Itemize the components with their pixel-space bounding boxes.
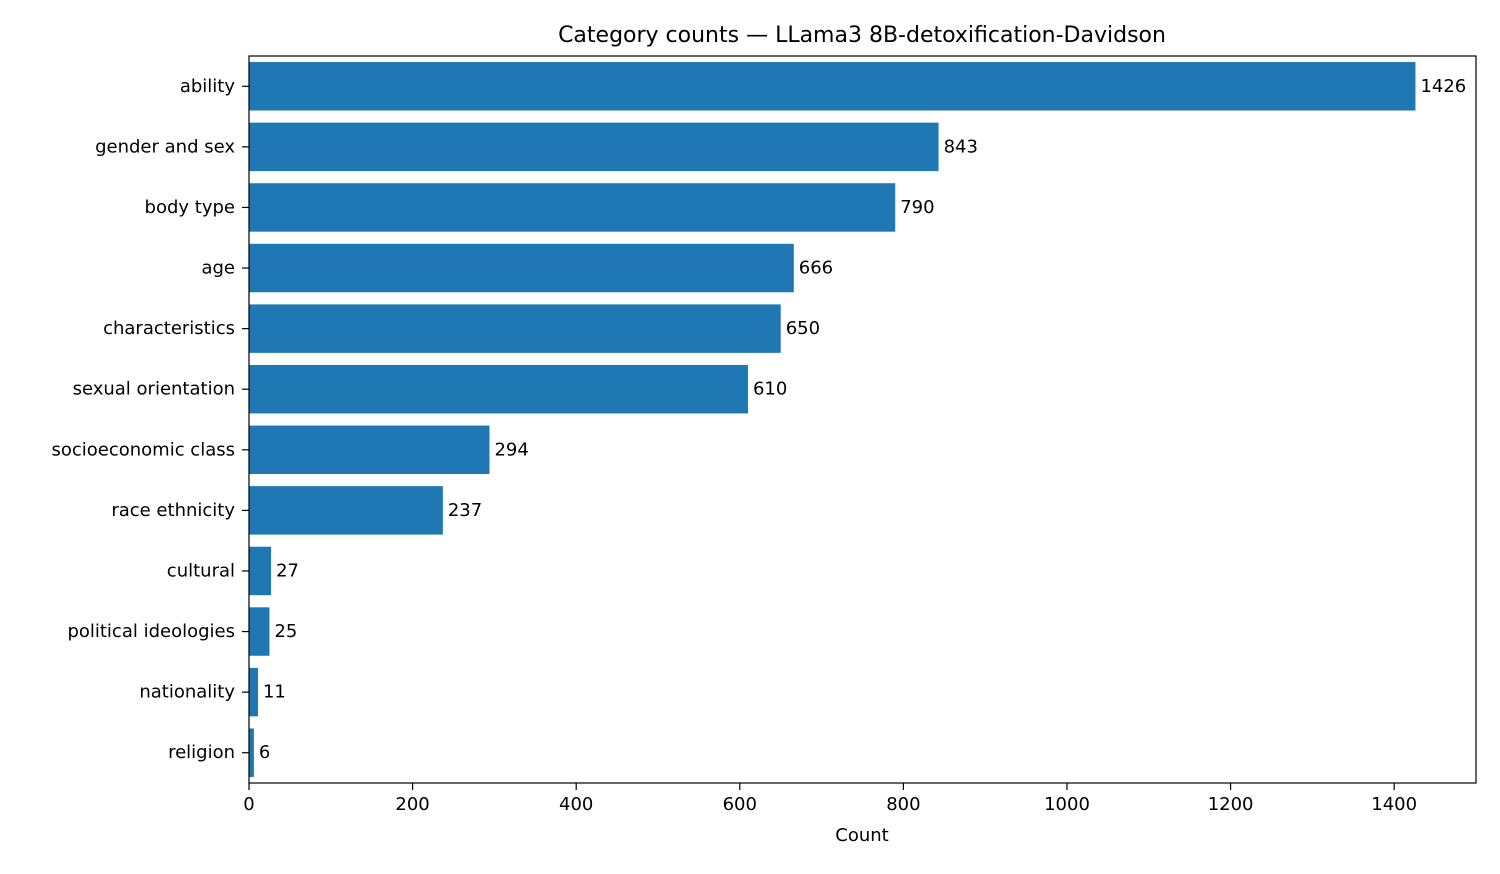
y-tick-label: body type <box>145 197 235 218</box>
y-tick-label: sexual orientation <box>73 379 235 400</box>
y-tick-label: race ethnicity <box>111 500 235 521</box>
x-tick-label: 400 <box>559 794 593 815</box>
x-tick-label: 800 <box>886 794 920 815</box>
y-tick-label: age <box>201 258 235 279</box>
bar-race-ethnicity <box>249 486 443 535</box>
bar-political-ideologies <box>249 607 270 656</box>
y-tick-label: gender and sex <box>95 136 235 157</box>
y-tick-label: religion <box>168 742 235 763</box>
x-tick-label: 600 <box>723 794 757 815</box>
bar-value-label: 790 <box>900 197 934 218</box>
bar-value-label: 6 <box>259 742 270 763</box>
bar-sexual-orientation <box>249 364 748 414</box>
bar-value-label: 294 <box>494 439 528 460</box>
bar-value-label: 237 <box>448 500 482 521</box>
chart-title: Category counts — LLama3 8B-detoxificati… <box>558 23 1166 48</box>
x-tick-label: 1400 <box>1371 794 1417 815</box>
bar-body-type <box>249 183 896 232</box>
x-tick-label: 1000 <box>1044 794 1090 815</box>
y-tick-label: ability <box>180 76 236 97</box>
bar-value-label: 25 <box>274 621 297 642</box>
bar-value-label: 11 <box>263 682 286 703</box>
y-tick-label: cultural <box>167 560 235 581</box>
bar-socioeconomic-class <box>249 425 490 475</box>
bar-value-label: 843 <box>944 136 978 157</box>
x-tick-label: 200 <box>395 794 429 815</box>
bar-cultural <box>249 546 272 596</box>
x-axis-label: Count <box>835 825 888 846</box>
bar-gender-and-sex <box>249 122 939 172</box>
y-tick-label: socioeconomic class <box>51 439 235 460</box>
plot-frame <box>248 55 1477 784</box>
x-tick-label: 1200 <box>1208 794 1254 815</box>
y-tick-label: characteristics <box>103 318 235 339</box>
bar-characteristics <box>249 304 781 353</box>
bar-value-label: 1426 <box>1420 76 1466 97</box>
x-tick-label: 0 <box>243 794 254 815</box>
bar-value-label: 27 <box>276 560 299 581</box>
bar-value-label: 650 <box>786 318 820 339</box>
bar-religion <box>249 728 254 777</box>
bar-nationality <box>249 667 258 717</box>
bar-value-label: 666 <box>799 258 833 279</box>
axes-layer: ability gender and sex body type age charact… <box>51 55 1477 815</box>
bar-age <box>249 243 794 293</box>
bar-ability <box>249 62 1416 111</box>
y-tick-label: nationality <box>139 682 235 703</box>
bars-layer: 1426 843 790 666 650 610 294 237 27 25 11 6 <box>249 62 1466 777</box>
y-tick-label: political ideologies <box>67 621 235 642</box>
bar-value-label: 610 <box>753 379 787 400</box>
